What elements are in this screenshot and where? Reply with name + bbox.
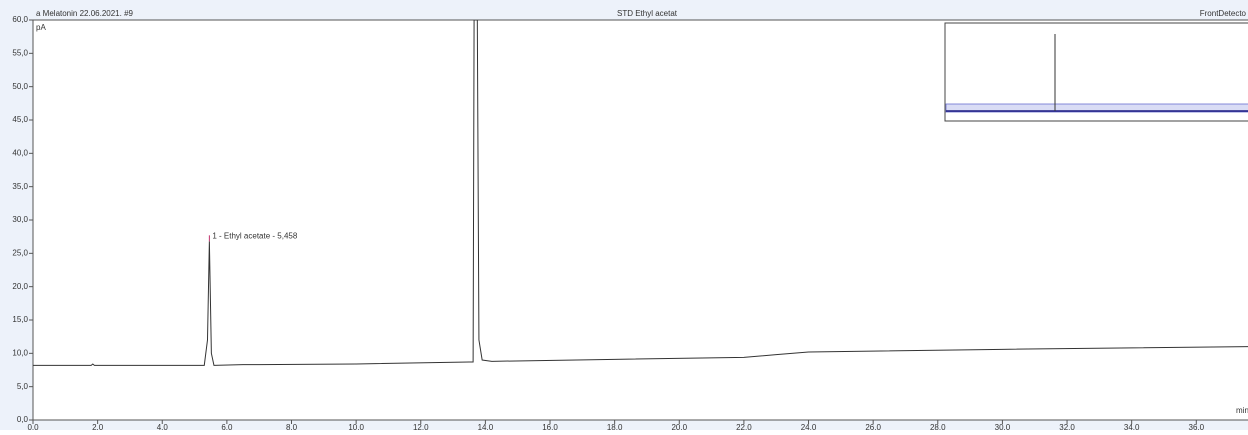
- chromatogram-line: [33, 20, 1248, 366]
- x-tick-label: 8,0: [286, 423, 298, 430]
- peak-annotation: 1 - Ethyl acetate - 5,458: [212, 231, 297, 240]
- chart-title: STD Ethyl acetat: [617, 9, 678, 18]
- y-tick-label: 35,0: [12, 182, 28, 191]
- header-right: FrontDetecto: [1200, 9, 1247, 18]
- x-tick-label: 6,0: [221, 423, 233, 430]
- x-tick-label: 10,0: [348, 423, 364, 430]
- x-tick-label: 22,0: [736, 423, 752, 430]
- y-tick-label: 0,0: [17, 415, 29, 424]
- x-tick-label: 34,0: [1124, 423, 1140, 430]
- y-tick-label: 15,0: [12, 315, 28, 324]
- axis-panel: [0, 420, 1248, 430]
- x-tick-label: 12,0: [413, 423, 429, 430]
- axis-panel: [0, 0, 33, 430]
- x-tick-label: 14,0: [478, 423, 494, 430]
- x-tick-label: 36,0: [1189, 423, 1205, 430]
- y-tick-label: 45,0: [12, 115, 28, 124]
- x-tick-label: 4,0: [157, 423, 169, 430]
- x-tick-label: 2,0: [92, 423, 104, 430]
- y-tick-label: 55,0: [12, 48, 28, 57]
- y-tick-label: 30,0: [12, 215, 28, 224]
- y-tick-label: 60,0: [12, 15, 28, 24]
- x-tick-label: 18,0: [607, 423, 623, 430]
- x-tick-label: 20,0: [671, 423, 687, 430]
- y-tick-label: 50,0: [12, 82, 28, 91]
- y-tick-label: 10,0: [12, 348, 28, 357]
- x-tick-label: 16,0: [542, 423, 558, 430]
- overview-inset: [944, 22, 1248, 122]
- header-bar: [0, 0, 1248, 20]
- y-tick-label: 25,0: [12, 248, 28, 257]
- header-left: a Melatonin 22.06.2021. #9: [36, 9, 134, 18]
- x-tick-label: 28,0: [930, 423, 946, 430]
- y-tick-label: 20,0: [12, 282, 28, 291]
- x-tick-label: 30,0: [995, 423, 1011, 430]
- x-tick-label: 0,0: [27, 423, 39, 430]
- x-tick-label: 32,0: [1059, 423, 1075, 430]
- inset-window: [945, 103, 1248, 113]
- y-tick-label: 5,0: [17, 382, 29, 391]
- x-tick-label: 26,0: [865, 423, 881, 430]
- y-tick-label: 40,0: [12, 148, 28, 157]
- y-axis-label: pA: [36, 23, 46, 32]
- plot-marks: [33, 20, 1248, 366]
- x-axis-label: min: [1236, 406, 1248, 415]
- x-tick-label: 24,0: [801, 423, 817, 430]
